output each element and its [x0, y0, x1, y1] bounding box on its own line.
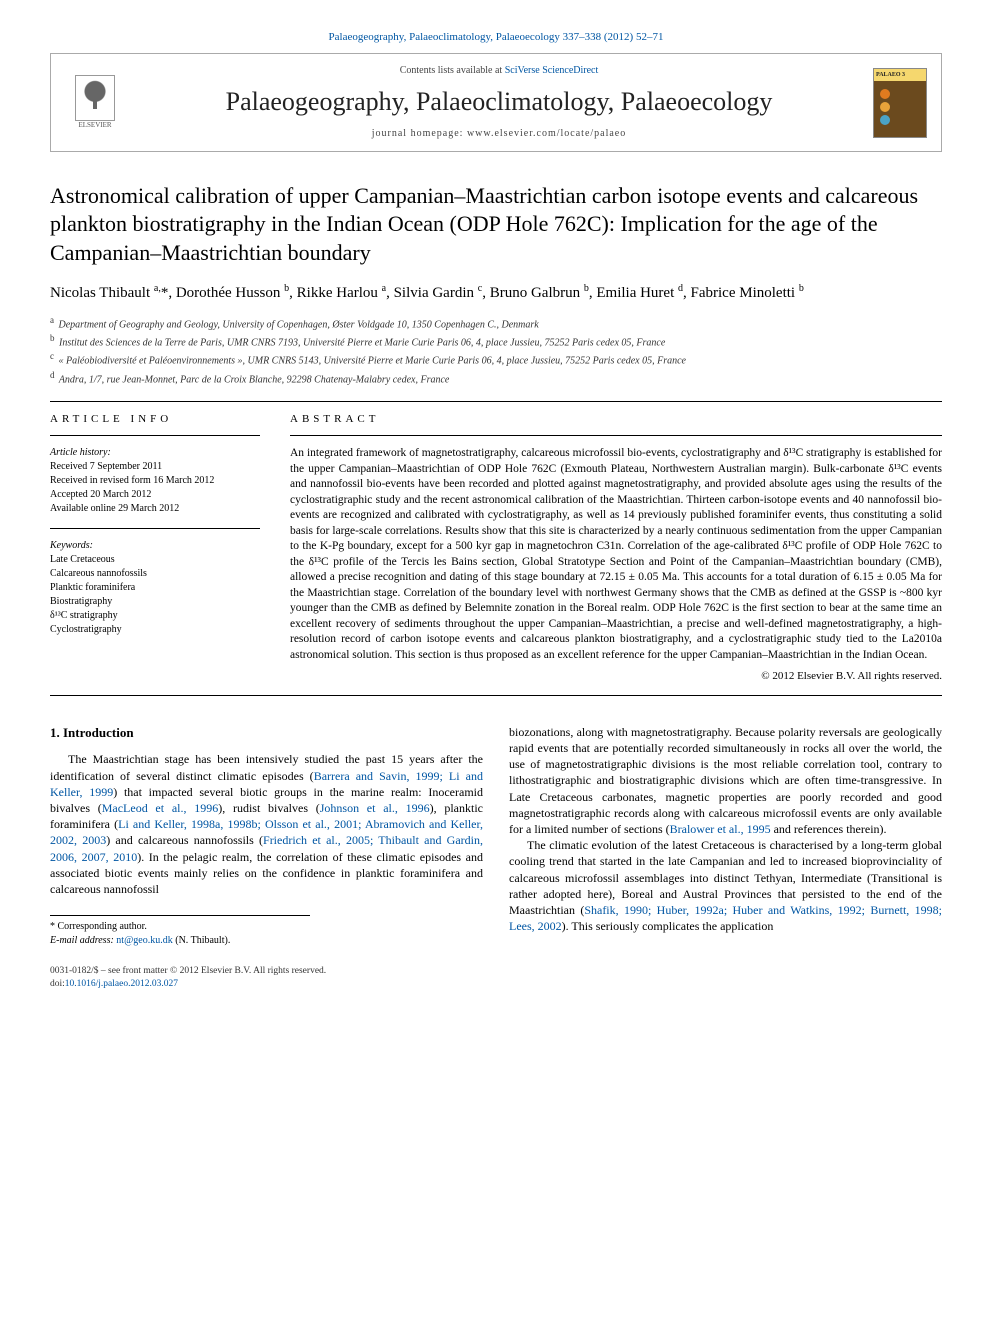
abstract-rule — [290, 435, 942, 436]
email-label: E-mail address: — [50, 935, 116, 946]
history-line: Available online 29 March 2012 — [50, 502, 260, 516]
journal-ref-link[interactable]: Palaeogeography, Palaeoclimatology, Pala… — [329, 31, 664, 43]
elsevier-label: ELSEVIER — [78, 121, 111, 131]
affiliation-line: c « Paléobiodiversité et Paléoenvironnem… — [50, 350, 942, 368]
article-history: Article history: Received 7 September 20… — [50, 446, 260, 516]
journal-cover-thumb[interactable] — [873, 68, 927, 138]
history-line: Accepted 20 March 2012 — [50, 488, 260, 502]
keyword: Planktic foraminifera — [50, 581, 260, 595]
journal-homepage: journal homepage: www.elsevier.com/locat… — [125, 127, 873, 141]
intro-text: ) and calcareous nannofossils ( — [106, 833, 263, 847]
history-line: Received 7 September 2011 — [50, 460, 260, 474]
corresponding-label: * Corresponding author. — [50, 920, 310, 934]
history-label: Article history: — [50, 446, 260, 460]
intro-para-2: biozonations, along with magnetostratigr… — [509, 724, 942, 837]
intro-text: ), rudist bivalves ( — [218, 801, 320, 815]
intro-para-3: The climatic evolution of the latest Cre… — [509, 837, 942, 934]
author-list: Nicolas Thibault a,*, Dorothée Husson b,… — [50, 282, 942, 304]
citation-link[interactable]: Bralower et al., 1995 — [670, 822, 771, 836]
intro-para-1: The Maastrichtian stage has been intensi… — [50, 751, 483, 897]
affiliations: a Department of Geography and Geology, U… — [50, 314, 942, 387]
body-columns: 1. Introduction The Maastrichtian stage … — [50, 724, 942, 947]
rule-bottom — [50, 695, 942, 696]
footer: 0031-0182/$ – see front matter © 2012 El… — [50, 965, 942, 992]
journal-reference: Palaeogeography, Palaeoclimatology, Pala… — [50, 30, 942, 45]
article-info-heading: article info — [50, 412, 260, 427]
contents-prefix: Contents lists available at — [400, 65, 505, 76]
email-name: (N. Thibault). — [173, 935, 231, 946]
cover-dot-2 — [880, 102, 890, 112]
cover-dot-3 — [880, 115, 890, 125]
journal-title: Palaeogeography, Palaeoclimatology, Pala… — [125, 84, 873, 120]
intro-text: biozonations, along with magnetostratigr… — [509, 725, 942, 836]
affiliation-line: a Department of Geography and Geology, U… — [50, 314, 942, 332]
info-rule-1 — [50, 435, 260, 436]
intro-text: and references therein). — [771, 822, 887, 836]
article-title: Astronomical calibration of upper Campan… — [50, 182, 942, 268]
keyword: Late Cretaceous — [50, 553, 260, 567]
info-rule-2 — [50, 528, 260, 529]
doi-line: doi:10.1016/j.palaeo.2012.03.027 — [50, 978, 942, 991]
cover-dot-1 — [880, 89, 890, 99]
abstract-text: An integrated framework of magnetostrati… — [290, 446, 942, 663]
abstract-copyright: © 2012 Elsevier B.V. All rights reserved… — [290, 669, 942, 684]
email-link[interactable]: nt@geo.ku.dk — [116, 935, 172, 946]
contents-line: Contents lists available at SciVerse Sci… — [125, 64, 873, 78]
abstract-column: abstract An integrated framework of magn… — [290, 412, 942, 685]
elsevier-logo[interactable]: ELSEVIER — [65, 68, 125, 138]
email-line: E-mail address: nt@geo.ku.dk (N. Thibaul… — [50, 934, 310, 948]
intro-heading: 1. Introduction — [50, 724, 483, 742]
keywords-block: Keywords: Late Cretaceous Calcareous nan… — [50, 539, 260, 637]
doi-link[interactable]: 10.1016/j.palaeo.2012.03.027 — [65, 979, 178, 989]
homepage-url[interactable]: www.elsevier.com/locate/palaeo — [467, 128, 626, 139]
article-info-column: article info Article history: Received 7… — [50, 412, 260, 685]
info-abstract-row: article info Article history: Received 7… — [50, 412, 942, 685]
abstract-heading: abstract — [290, 412, 942, 427]
journal-header: ELSEVIER Contents lists available at Sci… — [50, 53, 942, 151]
corresponding-footnote: * Corresponding author. E-mail address: … — [50, 915, 310, 947]
affiliation-line: d Andra, 1/7, rue Jean-Monnet, Parc de l… — [50, 369, 942, 387]
homepage-prefix: journal homepage: — [372, 128, 467, 139]
citation-link[interactable]: Johnson et al., 1996 — [320, 801, 430, 815]
history-line: Received in revised form 16 March 2012 — [50, 474, 260, 488]
citation-link[interactable]: MacLeod et al., 1996 — [102, 801, 219, 815]
keyword: Cyclostratigraphy — [50, 623, 260, 637]
keyword: Biostratigraphy — [50, 595, 260, 609]
sciencedirect-link[interactable]: SciVerse ScienceDirect — [505, 65, 599, 76]
affiliation-line: b Institut des Sciences de la Terre de P… — [50, 332, 942, 350]
rule-top — [50, 401, 942, 402]
keywords-label: Keywords: — [50, 539, 260, 553]
header-center: Contents lists available at SciVerse Sci… — [125, 64, 873, 140]
keyword: Calcareous nannofossils — [50, 567, 260, 581]
elsevier-tree-icon — [75, 75, 115, 121]
doi-label: doi: — [50, 979, 65, 989]
keyword: δ¹³C stratigraphy — [50, 609, 260, 623]
cover-dots — [880, 89, 890, 125]
intro-text: ). This seriously complicates the applic… — [562, 919, 774, 933]
front-matter-line: 0031-0182/$ – see front matter © 2012 El… — [50, 965, 942, 978]
